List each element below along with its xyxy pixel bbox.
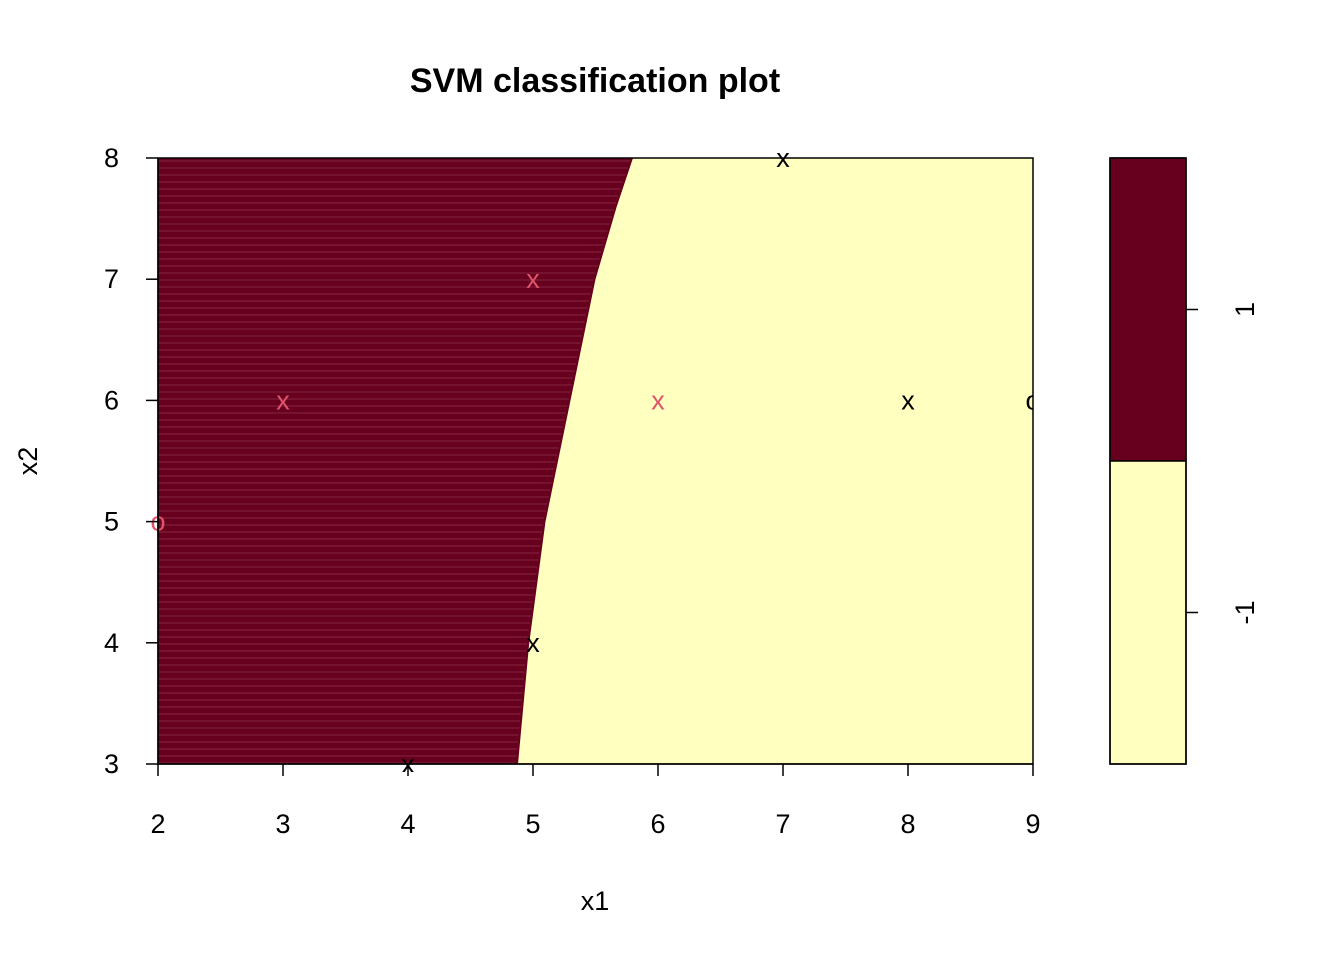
x-tick-label: 5 [525,809,540,839]
x-tick-label: 9 [1025,809,1040,839]
data-point: x [526,628,540,658]
region-class-1 [158,158,633,764]
x-tick-label: 8 [900,809,915,839]
y-tick-label: 7 [104,264,119,294]
y-tick-label: 6 [104,385,119,415]
data-point: x [526,264,540,294]
x-axis: 2 3 4 5 6 7 8 9 [150,763,1041,839]
legend: 1 -1 [1109,157,1260,765]
data-point: o [1025,385,1040,415]
data-point: x [401,749,415,779]
plot-area: oxxxxxxxo [150,143,1040,779]
region-class-1-texture [158,160,630,764]
x-tick-label: 2 [150,809,165,839]
x-tick-label: 3 [275,809,290,839]
legend-swatch [1109,460,1187,765]
data-point: x [276,385,290,415]
data-point: x [651,385,665,415]
y-tick-label: 5 [104,507,119,537]
x-tick-label: 6 [650,809,665,839]
x-tick-label: 7 [775,809,790,839]
y-tick-label: 8 [104,143,119,173]
y-tick-label: 4 [104,628,119,658]
data-point: x [901,385,915,415]
y-tick-label: 3 [104,749,119,779]
y-axis-label: x2 [13,447,43,476]
legend-label: -1 [1230,600,1260,624]
y-axis: 3 4 5 6 7 8 [104,143,159,779]
legend-label: 1 [1230,302,1260,317]
legend-swatch [1109,157,1187,462]
data-point: x [776,143,790,173]
x-tick-label: 4 [400,809,415,839]
chart-title: SVM classification plot [410,62,780,100]
x-axis-label: x1 [581,886,610,916]
